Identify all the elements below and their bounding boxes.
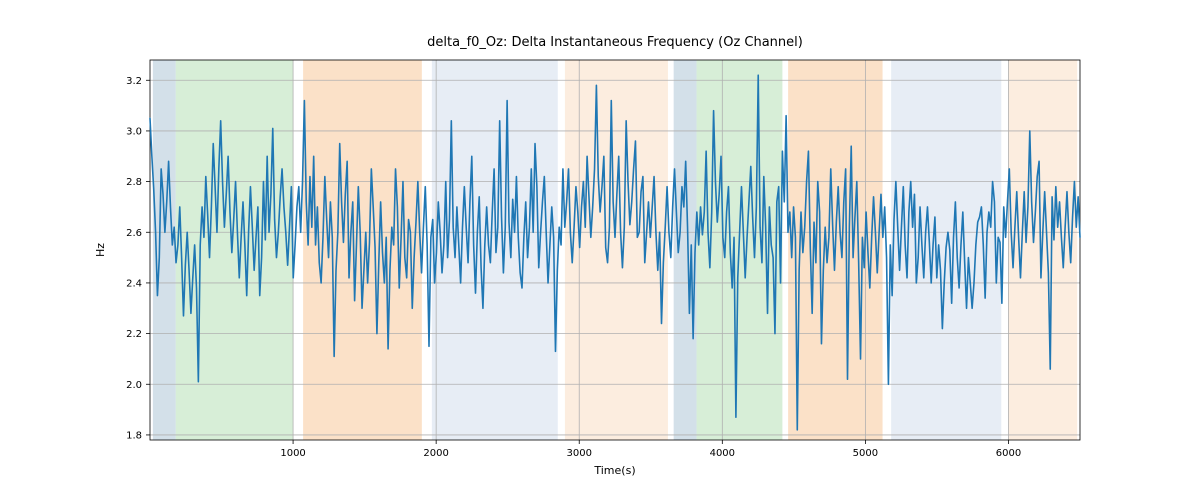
- y-tick-label: 2.8: [126, 177, 142, 188]
- band-region: [674, 60, 697, 440]
- x-tick-label: 6000: [996, 448, 1021, 459]
- x-axis-label: Time(s): [593, 464, 635, 477]
- x-tick-label: 3000: [567, 448, 592, 459]
- x-tick-label: 4000: [710, 448, 735, 459]
- y-tick-label: 2.4: [126, 278, 142, 289]
- chart-title: delta_f0_Oz: Delta Instantaneous Frequen…: [427, 35, 803, 50]
- chart-container: 1000 2000 3000 4000 5000 6000 1.8 2.0 2.2 2.4 2.6 2…: [0, 0, 1200, 500]
- y-tick-label: 2.6: [126, 228, 142, 239]
- line-chart: 1000 2000 3000 4000 5000 6000 1.8 2.0 2.2 2.4 2.6 2…: [0, 0, 1200, 500]
- y-axis-label: Hz: [94, 243, 107, 257]
- y-tick-label: 2.2: [126, 329, 142, 340]
- y-tick-label: 3.0: [126, 126, 142, 137]
- x-tick-label: 1000: [280, 448, 305, 459]
- y-tick-label: 2.0: [126, 380, 142, 391]
- x-tick-label: 2000: [423, 448, 448, 459]
- x-tick-label: 5000: [853, 448, 878, 459]
- band-region: [565, 60, 668, 440]
- y-tick-label: 1.8: [126, 430, 142, 441]
- y-tick-label: 3.2: [126, 76, 142, 87]
